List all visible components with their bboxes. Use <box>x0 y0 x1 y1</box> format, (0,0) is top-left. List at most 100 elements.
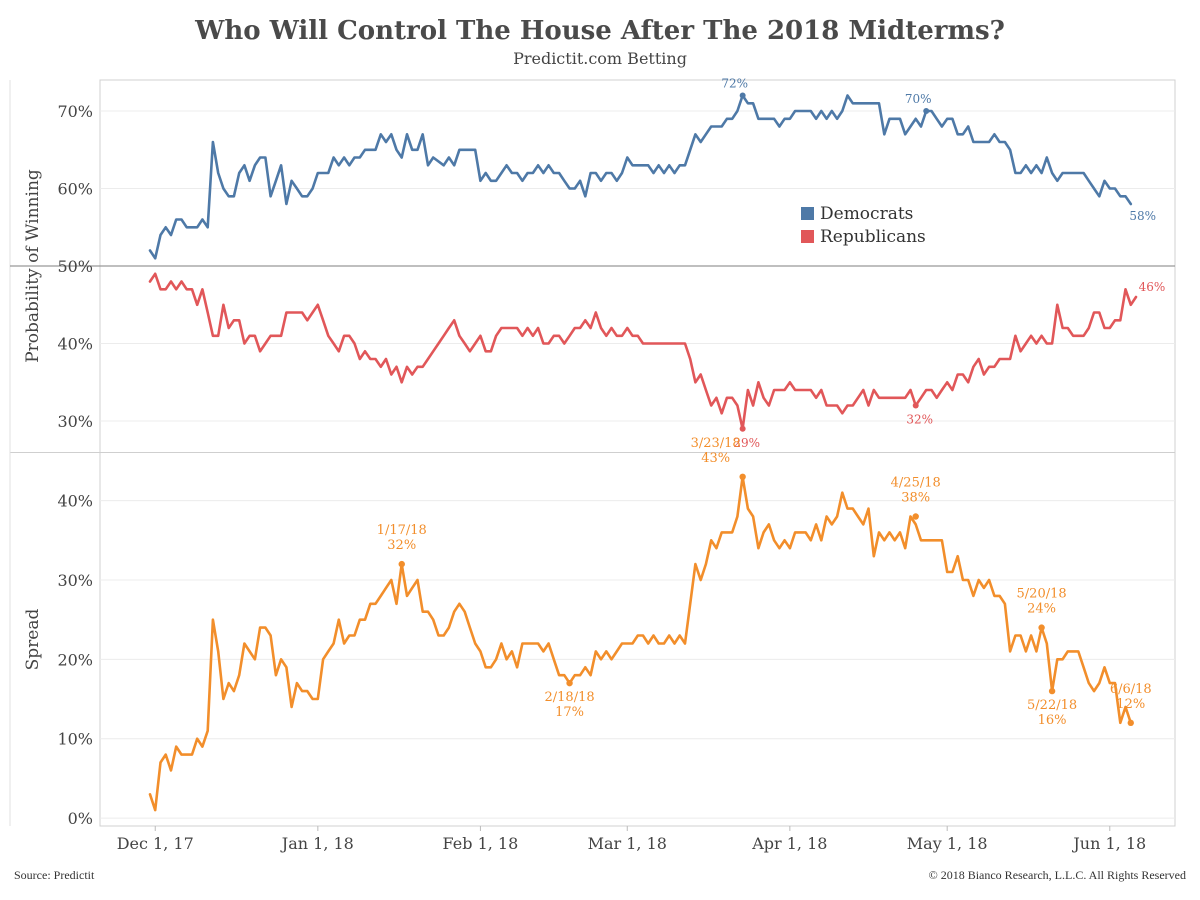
data-point <box>463 610 466 613</box>
data-point <box>663 642 665 645</box>
data-point <box>296 187 298 190</box>
data-point <box>1025 164 1027 167</box>
data-point <box>977 579 980 581</box>
data-point <box>301 311 303 314</box>
data-point <box>715 396 718 399</box>
data-point <box>421 610 424 613</box>
data-point <box>1093 690 1095 692</box>
data-point <box>972 365 975 368</box>
data-point <box>490 179 492 182</box>
data-point <box>411 148 414 151</box>
y-axis-title: Probability of Winning <box>23 169 43 363</box>
data-point <box>747 102 749 105</box>
data-point <box>794 531 796 534</box>
data-point <box>626 642 629 645</box>
data-point <box>484 666 487 669</box>
data-point <box>353 634 356 637</box>
data-point <box>820 110 823 112</box>
data-point <box>773 539 775 542</box>
data-point <box>395 365 398 368</box>
data-point <box>374 358 377 360</box>
data-point <box>552 334 555 337</box>
data-point <box>631 642 634 645</box>
data-point <box>170 234 172 236</box>
data-point <box>406 595 408 597</box>
data-point <box>259 350 261 353</box>
data-point <box>185 753 188 756</box>
data-point <box>851 507 854 510</box>
data-point <box>400 156 403 159</box>
data-point <box>191 226 193 229</box>
annotation-marker <box>912 402 919 409</box>
data-point <box>815 396 817 399</box>
data-point <box>762 396 765 399</box>
data-point <box>636 634 639 637</box>
data-point <box>1019 350 1022 353</box>
y-tick-label: 30% <box>57 571 93 590</box>
data-point <box>369 602 372 605</box>
data-point <box>594 172 597 174</box>
data-point <box>736 110 739 112</box>
data-point <box>301 195 303 198</box>
data-label: 43% <box>701 451 730 466</box>
data-point <box>453 164 456 167</box>
data-point <box>757 547 760 550</box>
data-point <box>421 365 424 368</box>
data-point <box>731 396 734 399</box>
data-point <box>579 327 581 329</box>
data-point <box>663 172 665 174</box>
data-point <box>269 195 272 198</box>
data-point <box>280 334 282 337</box>
data-point <box>369 358 372 360</box>
data-point <box>993 595 996 597</box>
data-point <box>259 626 261 629</box>
data-label: 5/20/18 <box>1017 587 1067 602</box>
data-point <box>248 334 251 337</box>
data-point <box>201 745 204 748</box>
legend-label: Republicans <box>820 227 926 247</box>
annotation-marker <box>739 473 746 481</box>
data-point <box>180 753 183 756</box>
data-point <box>243 164 246 167</box>
chart-subtitle: Predictit.com Betting <box>513 49 687 68</box>
data-point <box>778 125 781 128</box>
data-point <box>615 334 618 337</box>
data-point <box>626 156 629 159</box>
data-point <box>1056 179 1059 182</box>
data-point <box>815 117 817 120</box>
data-point <box>217 334 220 337</box>
data-label: 4/25/18 <box>891 475 941 490</box>
data-point <box>846 404 849 407</box>
data-point <box>243 642 246 645</box>
data-point <box>327 172 330 174</box>
data-point <box>254 658 256 661</box>
annotation-marker <box>398 560 405 568</box>
data-point <box>642 634 644 637</box>
data-point <box>851 404 854 407</box>
data-point <box>1061 172 1064 174</box>
data-point <box>993 365 996 368</box>
data-label: 46% <box>1139 280 1166 294</box>
data-point <box>306 690 309 692</box>
data-point <box>532 172 534 174</box>
data-point <box>469 626 471 629</box>
data-point <box>427 610 429 613</box>
data-point <box>909 389 912 391</box>
data-point <box>794 110 796 112</box>
democrats-line <box>148 94 1133 260</box>
data-point <box>631 164 634 167</box>
data-point <box>920 539 922 542</box>
data-point <box>254 334 256 337</box>
data-point <box>752 404 754 407</box>
y-tick-label: 50% <box>57 257 93 276</box>
data-point <box>757 117 760 120</box>
data-point <box>149 280 151 283</box>
data-point <box>442 334 445 337</box>
data-point <box>233 195 235 198</box>
x-tick-label: Jun 1, 18 <box>1071 834 1146 853</box>
data-point <box>820 539 823 542</box>
data-point <box>185 226 188 229</box>
data-point <box>149 249 151 252</box>
data-point <box>878 396 880 399</box>
data-point <box>594 311 597 314</box>
